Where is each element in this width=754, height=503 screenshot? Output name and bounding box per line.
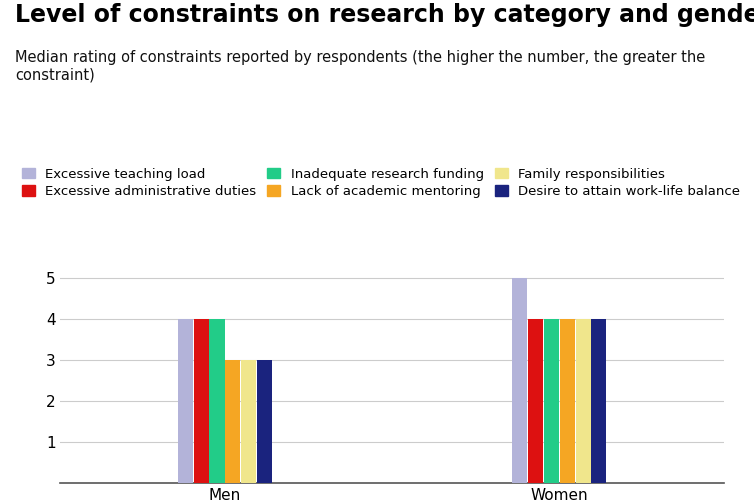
Bar (210, 319, 225, 483)
Bar (591, 319, 606, 483)
Bar (575, 319, 590, 483)
Bar (194, 319, 209, 483)
Bar (512, 278, 527, 483)
Bar (241, 360, 256, 483)
Legend: Excessive teaching load, Excessive administrative duties, Inadequate research fu: Excessive teaching load, Excessive admin… (22, 167, 740, 198)
Bar (178, 319, 193, 483)
Bar (528, 319, 543, 483)
Text: Median rating of constraints reported by respondents (the higher the number, the: Median rating of constraints reported by… (15, 50, 705, 82)
Bar (544, 319, 559, 483)
Bar (257, 360, 272, 483)
Text: Level of constraints on research by category and gender: Level of constraints on research by cate… (15, 3, 754, 27)
Bar (225, 360, 241, 483)
Bar (559, 319, 575, 483)
